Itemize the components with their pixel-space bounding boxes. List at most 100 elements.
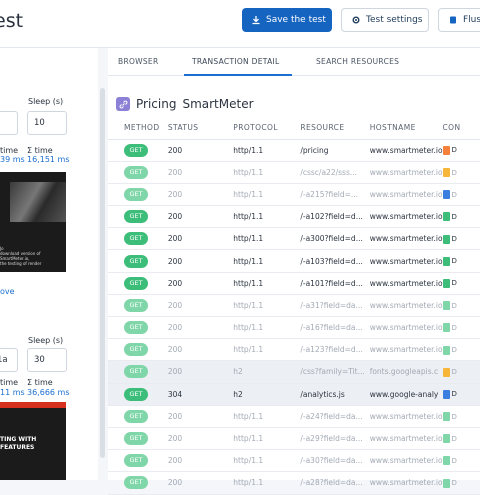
status-cell: 200 [167, 205, 234, 229]
gear-icon [352, 16, 360, 24]
method-cell: GET [108, 227, 168, 251]
table-row[interactable]: GET 200 http/1.1/-a123?field=d... www.smart… [108, 338, 480, 362]
content-type-cell: D [442, 227, 480, 251]
step2-name-value: 1a [0, 355, 8, 365]
protocol-cell: http/1.1 [233, 338, 301, 362]
content-type-text: D [451, 434, 457, 443]
hostname-cell: www.smartmeter.io [369, 338, 443, 362]
method-cell: GET [108, 338, 168, 362]
step2-screenshot-thumbnail[interactable]: TING WITH FEATURES [0, 402, 66, 480]
content-type-text: D [451, 146, 457, 155]
content-type-cell: D [442, 205, 480, 229]
protocol-cell: http/1.1 [233, 316, 301, 340]
method-cell: GET [108, 272, 168, 295]
resource-cell: /-a300?field=d... [300, 227, 370, 251]
save-test-label: Save the test [266, 15, 326, 25]
left-scrollbar[interactable] [100, 88, 105, 458]
test-settings-button[interactable]: Test settings [341, 8, 429, 32]
step1-sleep-input[interactable]: 10 [27, 111, 67, 135]
table-row[interactable]: GET 200 http/1.1/-a30?field=da... www.smart… [108, 449, 480, 473]
table-row[interactable]: GET 200 http/1.1/-a300?field=d... www.smart… [108, 227, 480, 251]
top-bar: est Save the test Test settings Flus [0, 0, 480, 48]
table-row[interactable]: GET 200 h2/css?family=Tit... fonts.googleap… [108, 360, 480, 384]
col-method[interactable]: METHOD [108, 117, 168, 140]
test-settings-label: Test settings [366, 15, 423, 25]
table-row[interactable]: GET 200 http/1.1/-a102?field=d... www.smart… [108, 205, 480, 229]
step2-name-input[interactable]: 1a [0, 348, 18, 372]
hostname-cell: www.smartmeter.io [369, 183, 443, 207]
protocol-cell: http/1.1 [233, 205, 301, 229]
status-cell: 200 [167, 360, 234, 384]
file-type-icon [442, 345, 450, 355]
step1-name-input[interactable] [0, 111, 18, 135]
step2-sleep-label: Sleep (s) [28, 336, 64, 345]
hostname-cell: www.google-analy [369, 383, 443, 406]
requests-table: METHOD STATUS PROTOCOL RESOURCE HOSTNAME… [108, 117, 480, 495]
table-row[interactable]: GET 200 http/1.1/cssc/a22/sss... www.smartm… [108, 161, 480, 184]
table-row[interactable]: GET 200 http/1.1/-a103?field=d... www.smart… [108, 249, 480, 273]
table-row[interactable]: GET 200 http/1.1/-a16?field=da... www.smart… [108, 316, 480, 340]
status-cell: 200 [167, 471, 234, 495]
table-row[interactable]: GET 200 http/1.1/-a101?field=d... www.smart… [108, 272, 480, 295]
method-badge: GET [124, 143, 148, 157]
hostname-cell: www.smartmeter.io [369, 427, 443, 451]
protocol-cell: http/1.1 [233, 227, 301, 251]
step1-sum-value: 16,151 ms [27, 155, 70, 164]
step2-time-label: time [0, 378, 19, 387]
thumb-headline: TING WITH FEATURES [0, 436, 37, 451]
file-type-icon [442, 256, 450, 266]
table-row[interactable]: GET 200 http/1.1/pricing www.smartmeter.io D [108, 139, 480, 162]
hostname-cell: www.smartmeter.io [369, 227, 443, 251]
tab-browser[interactable]: BROWSER [118, 57, 159, 66]
transaction-header: Pricing SmartMeter [116, 94, 480, 114]
table-row[interactable]: GET 200 http/1.1/-a28?field=da... www.smart… [108, 471, 480, 495]
table-row[interactable]: GET 200 http/1.1/-a31?field=da... www.smart… [108, 294, 480, 318]
file-type-icon [442, 145, 450, 155]
step2-sleep-input[interactable]: 30 [27, 348, 67, 372]
tab-search-resources[interactable]: SEARCH RESOURCES [316, 57, 400, 66]
method-badge: GET [124, 298, 148, 312]
resource-cell: /-a28?field=da... [300, 471, 370, 495]
status-cell: 200 [167, 139, 234, 162]
col-content-type[interactable]: CON [442, 117, 480, 140]
table-row[interactable]: GET 304 h2/analytics.js www.google-analy D [108, 383, 480, 406]
col-hostname[interactable]: HOSTNAME [369, 117, 443, 140]
table-row[interactable]: GET 200 http/1.1/-a29?field=da... www.smart… [108, 427, 480, 451]
thumb-bar [0, 402, 66, 408]
method-badge: GET [124, 187, 148, 201]
method-badge: GET [124, 409, 148, 423]
col-status[interactable]: STATUS [167, 117, 234, 140]
step1-screenshot-thumbnail[interactable]: Jo download version of SmartMeter.io, th… [0, 172, 66, 272]
thumb-image [10, 182, 66, 222]
step2-sum-value: 36,666 ms [27, 388, 70, 397]
protocol-cell: http/1.1 [233, 272, 301, 295]
method-cell: GET [108, 427, 168, 451]
hostname-cell: www.smartmeter.io [369, 161, 443, 184]
content-type-cell: D [442, 471, 480, 495]
content-type-cell: D [442, 383, 480, 406]
col-protocol[interactable]: PROTOCOL [233, 117, 301, 140]
content-type-cell: D [442, 272, 480, 295]
tab-transaction-detail[interactable]: TRANSACTION DETAIL [192, 57, 280, 66]
content-type-text: D [451, 279, 457, 288]
method-badge: GET [124, 232, 148, 246]
resource-cell: /-a29?field=da... [300, 427, 370, 451]
transaction-app: SmartMeter [182, 97, 254, 111]
flush-icon [450, 16, 456, 24]
resource-cell: /-a31?field=da... [300, 294, 370, 318]
content-type-text: D [451, 323, 457, 332]
save-test-button[interactable]: Save the test [242, 8, 332, 32]
file-type-icon [442, 168, 450, 178]
content-type-cell: D [442, 249, 480, 273]
resource-cell: /css?family=Tit... [300, 360, 370, 384]
hostname-cell: www.smartmeter.io [369, 449, 443, 473]
flush-button[interactable]: Flus [438, 8, 480, 32]
protocol-cell: http/1.1 [233, 161, 301, 184]
status-cell: 200 [167, 294, 234, 318]
col-resource[interactable]: RESOURCE [300, 117, 370, 140]
table-row[interactable]: GET 200 http/1.1/-a215?field=... www.smartm… [108, 183, 480, 207]
remove-link[interactable]: ove [0, 287, 15, 296]
method-cell: GET [108, 316, 168, 340]
method-badge: GET [124, 476, 148, 490]
table-row[interactable]: GET 200 http/1.1/-a24?field=da... www.smart… [108, 405, 480, 428]
